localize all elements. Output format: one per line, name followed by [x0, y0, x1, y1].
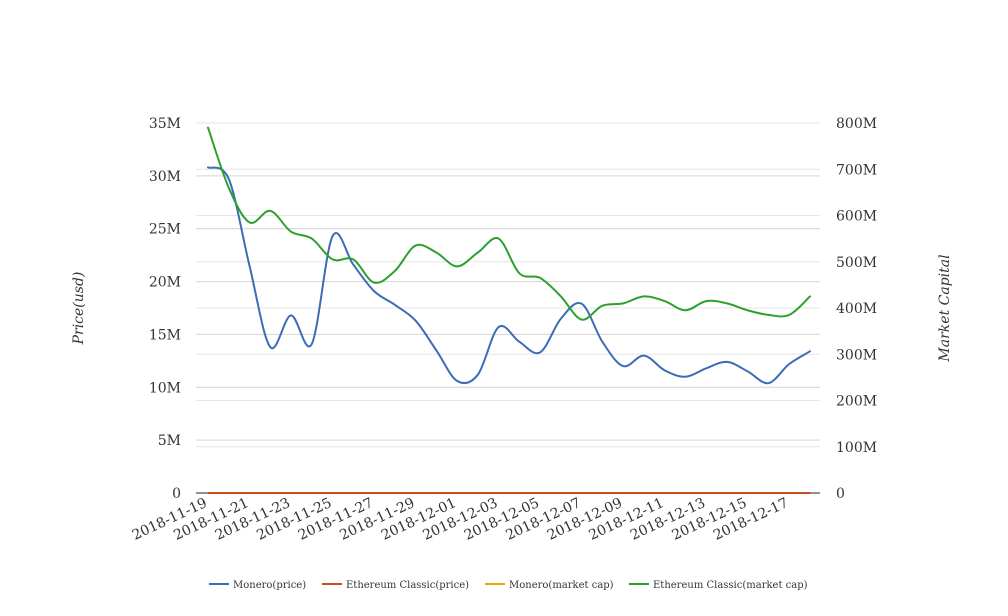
left-tick-label: 0 — [172, 486, 181, 502]
series-line-3 — [207, 126, 811, 321]
left-tick-label: 20M — [149, 275, 181, 291]
series-line-0 — [207, 166, 811, 385]
legend-label: Monero(market cap) — [509, 580, 614, 591]
left-tick-label: 15M — [149, 327, 181, 343]
right-axis-title: Market Capital — [937, 254, 953, 362]
right-tick-label: 200M — [836, 394, 877, 410]
right-tick-label: 400M — [836, 301, 877, 317]
left-axis-title: Price(usd) — [71, 272, 87, 346]
series-group — [207, 126, 811, 495]
left-tick-label: 30M — [149, 169, 181, 185]
right-tick-label: 600M — [836, 209, 877, 225]
legend: Monero(price) Ethereum Classic(price) Mone… — [209, 580, 808, 591]
x-axis: 2018-11-192018-11-212018-11-232018-11-25… — [130, 495, 791, 544]
left-tick-label: 10M — [149, 380, 181, 396]
grid — [196, 122, 820, 448]
right-y-axis: 0 100M 200M 300M 400M 500M 600M 700M 800M — [836, 116, 877, 502]
right-tick-label: 500M — [836, 255, 877, 271]
left-tick-label: 5M — [158, 433, 181, 449]
right-tick-label: 800M — [836, 116, 877, 132]
right-tick-label: 300M — [836, 347, 877, 363]
legend-label: Ethereum Classic(market cap) — [653, 580, 808, 591]
right-tick-label: 0 — [836, 486, 845, 502]
right-tick-label: 100M — [836, 440, 877, 456]
legend-label: Ethereum Classic(price) — [346, 580, 469, 591]
right-tick-label: 700M — [836, 162, 877, 178]
left-tick-label: 25M — [149, 222, 181, 238]
left-y-axis: 0 5M 10M 15M 20M 25M 30M 35M — [149, 116, 181, 502]
legend-label: Monero(price) — [233, 580, 306, 591]
left-tick-label: 35M — [149, 116, 181, 132]
